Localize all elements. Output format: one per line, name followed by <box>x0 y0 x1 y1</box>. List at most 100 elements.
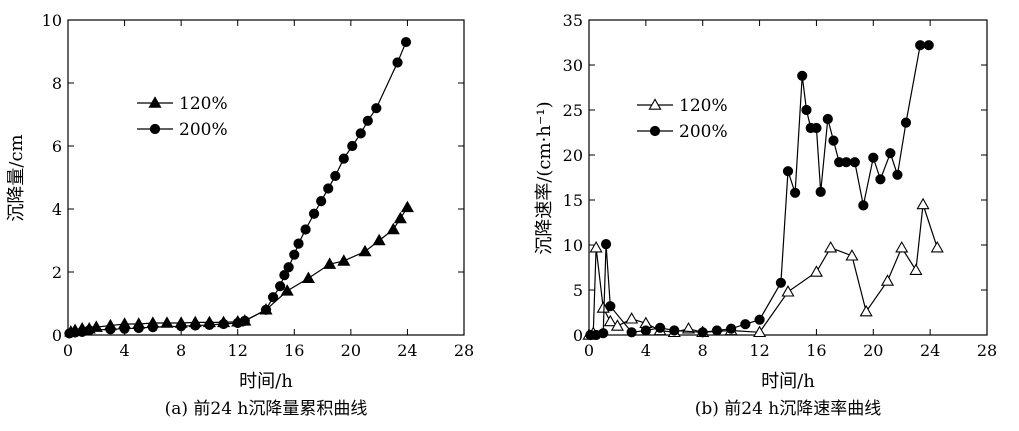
x-tick-label: 24 <box>397 341 417 360</box>
x-tick-label: 8 <box>176 341 186 360</box>
data-point <box>790 187 801 198</box>
data-point <box>809 265 823 277</box>
legend-entry: 200% <box>137 120 228 140</box>
y-axis-label: 沉降速率/(cm·h⁻¹) <box>534 101 555 254</box>
x-tick-label: 12 <box>228 341 248 360</box>
legend-entry: 120% <box>637 96 728 116</box>
data-point <box>915 40 926 51</box>
data-point <box>875 174 886 185</box>
data-point <box>909 263 923 275</box>
x-tick-label: 4 <box>119 341 129 360</box>
x-tick-label: 20 <box>341 341 361 360</box>
data-point <box>105 324 116 335</box>
legend-entry: 200% <box>637 122 728 142</box>
data-point <box>301 271 315 284</box>
data-point <box>775 277 786 288</box>
x-tick-label: 16 <box>284 341 304 360</box>
data-point <box>133 322 144 334</box>
x-axis-label: 时间/h <box>239 371 293 392</box>
data-point <box>316 196 327 207</box>
data-point <box>323 183 334 194</box>
data-point <box>923 40 934 51</box>
data-point <box>400 36 412 48</box>
x-tick-label: 16 <box>806 341 826 360</box>
chart-settlement-rate: 0 4 8 12 16 20 24 28 0 5 10 15 20 25 30 35 120% 200% 时间/h 沉… <box>534 11 997 419</box>
data-point <box>649 125 661 137</box>
data-point <box>858 200 869 211</box>
data-point <box>279 270 290 281</box>
legend-label: 120% <box>679 96 728 116</box>
data-point <box>260 304 272 315</box>
data-point <box>892 169 903 180</box>
data-point <box>868 152 879 163</box>
y-tick-label: 0 <box>52 326 62 345</box>
data-point <box>885 148 896 159</box>
data-point <box>84 325 95 336</box>
series-200pct <box>64 36 412 339</box>
data-point <box>267 292 279 303</box>
series-line <box>588 204 938 336</box>
data-point <box>600 239 612 250</box>
data-point <box>841 157 852 168</box>
data-point <box>355 128 366 139</box>
y-tick-label: 25 <box>563 101 583 120</box>
x-tick-label: 4 <box>641 341 651 360</box>
x-tick-label: 8 <box>698 341 708 360</box>
data-point <box>801 104 812 116</box>
data-point <box>392 57 403 68</box>
data-point <box>283 262 294 273</box>
y-tick-label: 35 <box>563 11 583 30</box>
data-point <box>300 224 311 235</box>
y-tick-label: 6 <box>52 137 62 156</box>
data-point <box>797 70 808 81</box>
y-tick-label: 30 <box>563 56 583 75</box>
x-axis-label: 时间/h <box>761 371 815 392</box>
data-point <box>371 103 382 114</box>
data-point <box>323 257 337 269</box>
legend-label: 200% <box>679 122 728 142</box>
data-point <box>589 240 603 253</box>
data-point <box>239 315 250 326</box>
data-point <box>308 208 320 219</box>
data-point <box>358 244 372 257</box>
data-point <box>148 96 162 108</box>
data-point <box>347 140 358 152</box>
data-point <box>119 323 130 334</box>
x-tick-label: 0 <box>63 341 73 360</box>
data-point <box>697 327 708 338</box>
data-point <box>900 117 912 128</box>
data-point <box>393 211 407 224</box>
data-point <box>845 249 859 261</box>
data-point <box>190 320 201 331</box>
data-point <box>280 284 294 296</box>
data-point <box>337 254 351 266</box>
chart-caption: (b) 前24 h沉降速率曲线 <box>695 399 882 419</box>
data-point <box>293 238 304 249</box>
x-tick-label: 20 <box>863 341 883 360</box>
data-point <box>289 249 300 260</box>
legend-label: 200% <box>179 120 228 140</box>
data-point <box>815 186 826 197</box>
data-point <box>275 281 286 292</box>
x-tick-label: 12 <box>749 341 769 360</box>
data-point <box>822 113 833 125</box>
series-line <box>69 41 407 335</box>
series-120pct <box>64 200 414 337</box>
data-point <box>218 318 229 330</box>
data-point <box>754 314 765 325</box>
series-line <box>590 44 929 336</box>
data-point <box>711 325 723 336</box>
data-point <box>400 200 414 213</box>
y-axis-label: 沉降量/cm <box>6 134 27 221</box>
x-tick-label: 24 <box>920 341 940 360</box>
y-tick-label: 0 <box>573 326 583 345</box>
data-point <box>147 322 158 333</box>
data-point <box>726 323 737 334</box>
plot-frame <box>67 19 465 336</box>
data-point <box>895 240 909 253</box>
data-point <box>176 321 187 332</box>
data-point <box>605 301 616 312</box>
data-point <box>204 319 215 331</box>
y-tick-label: 5 <box>573 281 583 300</box>
